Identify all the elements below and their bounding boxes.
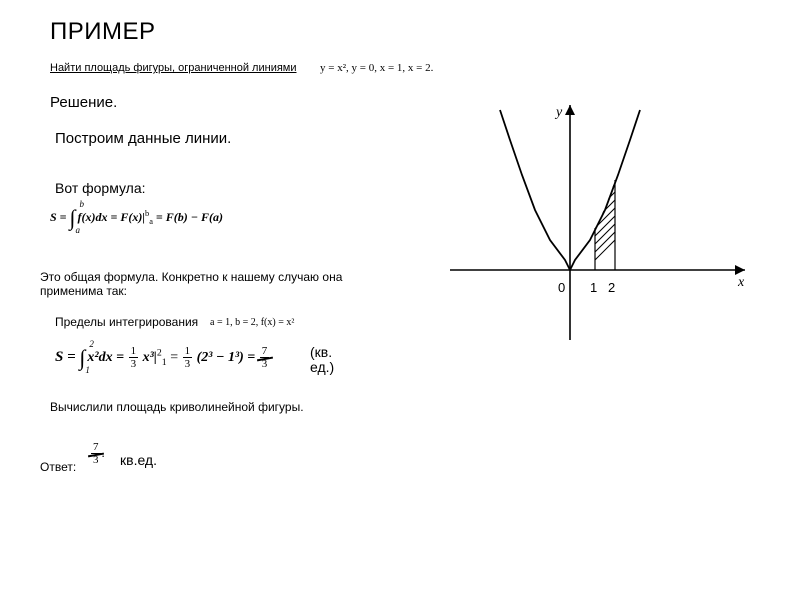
axis-y-label: y: [556, 105, 562, 121]
task-equation: y = x², y = 0, x = 1, x = 2.: [320, 62, 433, 74]
calc-p1: x²dx =: [87, 350, 127, 365]
task-statement: Найти площадь фигуры, ограниченной линия…: [50, 62, 297, 74]
tick-2: 2: [608, 280, 615, 295]
int-upper-2: 2: [89, 339, 94, 349]
calc-p3: =: [167, 350, 182, 365]
origin-label: 0: [558, 280, 565, 295]
frac-n: 1: [129, 346, 139, 358]
explain-text: Это общая формула. Конкретно к нашему сл…: [40, 270, 360, 299]
fraction-2: 13: [182, 346, 194, 370]
units-label: (кв. ед.): [310, 345, 360, 376]
answer-fraction: 73: [90, 442, 102, 466]
integral-icon: ∫ 2 1: [79, 345, 85, 371]
frac-n: 7: [260, 346, 270, 358]
frac-n: 1: [183, 346, 193, 358]
hatched-region: [580, 169, 630, 275]
fraction-result: 73: [259, 346, 271, 370]
axis-x-label: x: [738, 275, 744, 291]
integral-icon: ∫ b a: [70, 205, 76, 231]
frac-d: 3: [260, 358, 270, 370]
limits-label: Пределы интегрирования: [55, 315, 198, 329]
formula-s: S =: [50, 210, 67, 224]
int-lower-2: 1: [85, 365, 90, 375]
tick-1: 1: [590, 280, 597, 295]
general-formula: S = ∫ b a f(x)dx = F(x)|ba = F(b) − F(a): [50, 205, 223, 231]
computed-text: Вычислили площадь криволинейной фигуры.: [50, 400, 304, 414]
formula-mid: f(x)dx = F(x)|: [78, 210, 145, 224]
int-upper: b: [80, 199, 85, 209]
calc-s: S =: [55, 349, 79, 365]
solution-label: Решение.: [50, 95, 140, 112]
answer-value: 73.: [90, 442, 105, 466]
arrow-y-icon: [565, 105, 575, 115]
answer-label: Ответ:: [40, 460, 76, 474]
frac-d: 3: [183, 358, 193, 370]
fraction-1: 13: [128, 346, 140, 370]
frac-n: 7: [91, 442, 101, 454]
calc-p4: (2³ − 1³) =: [197, 350, 259, 365]
int-lower: a: [76, 225, 81, 235]
formula-end: = F(b) − F(a): [153, 210, 223, 224]
calc-p2: x³|: [143, 350, 157, 365]
formula-label: Вот формула:: [55, 180, 146, 196]
limits-equation: a = 1, b = 2, f(x) = x²: [210, 317, 294, 328]
build-lines-text: Построим данные линии.: [55, 130, 275, 147]
parabola-graph: [450, 100, 750, 360]
frac-d: 3: [91, 454, 101, 466]
answer-units: кв.ед.: [120, 452, 157, 468]
page-title: ПРИМЕР: [50, 18, 156, 46]
arrow-x-icon: [735, 265, 745, 275]
calculation-line: S = ∫ 2 1 x²dx = 13 x³|21 = 13 (2³ − 1³)…: [55, 345, 270, 371]
frac-d: 3: [129, 358, 139, 370]
